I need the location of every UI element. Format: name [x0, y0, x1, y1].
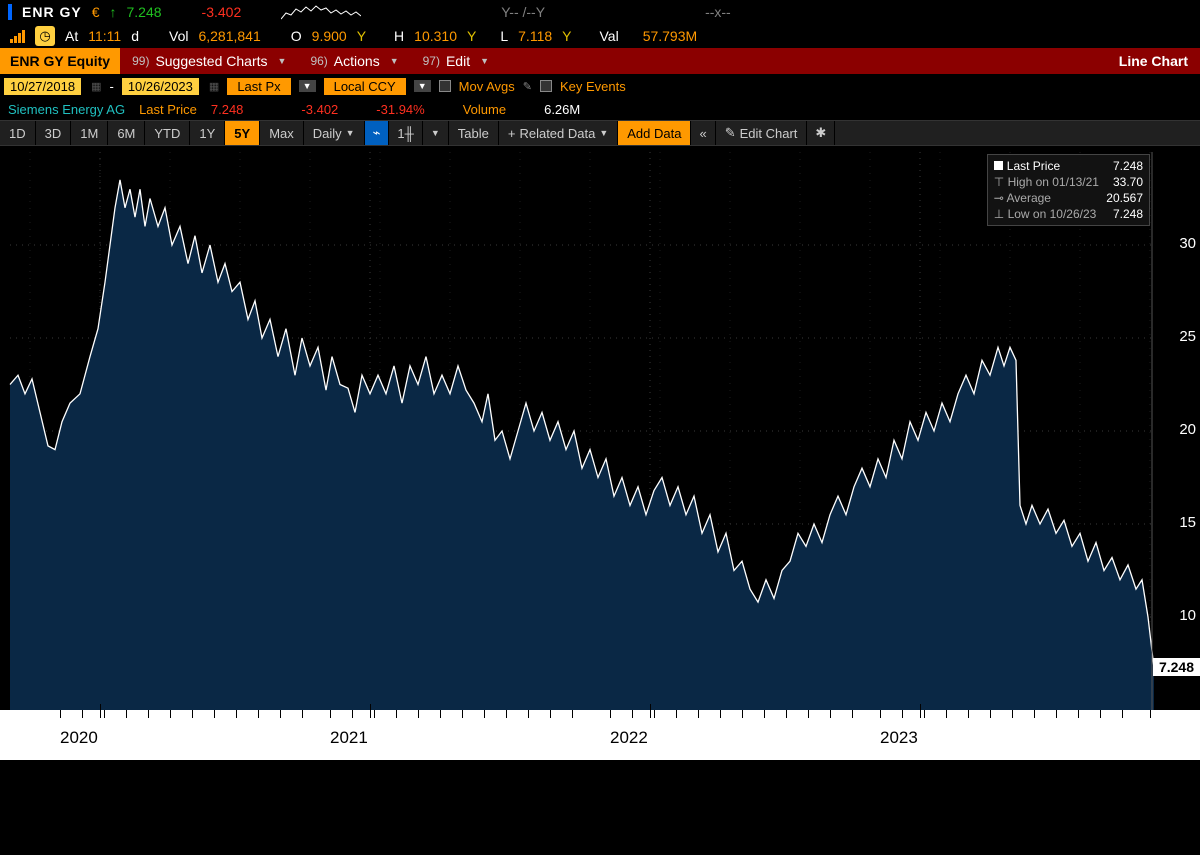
h-label: H [394, 28, 404, 44]
keyevents-label: Key Events [560, 79, 626, 94]
gear-icon[interactable]: ✱ [807, 121, 835, 145]
volume: 6,281,841 [198, 28, 260, 44]
y-tick-label: 20 [1179, 421, 1196, 438]
range-1m[interactable]: 1M [71, 121, 108, 145]
low-val: 7.118 [518, 28, 552, 44]
add-data-button[interactable]: Add Data [618, 121, 691, 145]
chevron-down-icon[interactable]: ▼ [414, 80, 431, 92]
lp-label: Last Price [139, 102, 197, 117]
suggested-charts-button[interactable]: 99)Suggested Charts [120, 48, 298, 74]
candlestick-icon[interactable]: 1╫ [389, 121, 422, 145]
collapse-icon[interactable]: « [691, 121, 715, 145]
chart-legend: Last Price7.248 ⊤ High on 01/13/2133.70 … [987, 154, 1150, 226]
x-placeholder: --x-- [705, 4, 731, 20]
related-data-button[interactable]: +Related Data ▼ [499, 121, 618, 145]
at-label: At [65, 28, 78, 44]
price-flag: 7.248 [1153, 658, 1200, 676]
vol-value: 6.26M [544, 102, 580, 117]
range-ytd[interactable]: YTD [145, 121, 190, 145]
y-tick-label: 15 [1179, 514, 1196, 531]
company-name: Siemens Energy AG [8, 102, 125, 117]
date-from[interactable]: 10/27/2018 [4, 78, 81, 95]
range-3d[interactable]: 3D [36, 121, 72, 145]
price-change: -3.402 [202, 4, 242, 20]
chevron-down-icon[interactable]: ▼ [423, 121, 449, 145]
vol-label2: Volume [463, 102, 506, 117]
actions-button[interactable]: 96)Actions [298, 48, 410, 74]
pct-value: -31.94% [376, 102, 424, 117]
edit-chart-button[interactable]: ✎Edit Chart [716, 121, 808, 145]
range-max[interactable]: Max [260, 121, 304, 145]
x-tick-label: 2020 [60, 728, 98, 748]
x-tick-label: 2021 [330, 728, 368, 748]
line-chart-icon[interactable]: ⌁ [365, 121, 390, 145]
ccy-select[interactable]: Local CCY [324, 78, 406, 95]
lp-value: 7.248 [211, 102, 244, 117]
y-tick-label: 10 [1179, 607, 1196, 624]
freq-select[interactable]: Daily ▼ [304, 121, 365, 145]
chevron-down-icon[interactable]: ▼ [299, 80, 316, 92]
calendar-icon[interactable]: ▦ [91, 80, 101, 93]
chg-value: -3.402 [301, 102, 338, 117]
arrow-up-icon: ↑ [109, 4, 116, 20]
pencil-icon: ✎ [725, 125, 736, 141]
o-label: O [291, 28, 302, 44]
val-label: Val [599, 28, 618, 44]
price-chart[interactable] [0, 146, 1200, 760]
clock-icon: ◷ [35, 26, 55, 46]
time: 11:11 [88, 28, 121, 44]
interval: d [131, 28, 139, 44]
field-select[interactable]: Last Px [227, 78, 290, 95]
movavg-label: Mov Avgs [459, 79, 515, 94]
table-button[interactable]: Table [449, 121, 499, 145]
x-axis: 2020 2021 2022 2023 [0, 710, 1200, 760]
last-price: 7.248 [126, 4, 161, 20]
high-val: 10.310 [414, 28, 457, 44]
movavg-checkbox[interactable] [439, 80, 451, 92]
y-tick-label: 25 [1179, 328, 1196, 345]
l-label: L [500, 28, 508, 44]
range-5y[interactable]: 5Y [225, 121, 260, 145]
sparkline [281, 1, 361, 23]
x-tick-label: 2022 [610, 728, 648, 748]
val: 57.793M [643, 28, 697, 44]
range-6m[interactable]: 6M [108, 121, 145, 145]
range-1y[interactable]: 1Y [190, 121, 225, 145]
date-to[interactable]: 10/26/2023 [122, 78, 199, 95]
edit-button[interactable]: 97)Edit [411, 48, 501, 74]
vol-label: Vol [169, 28, 188, 44]
y-tick-label: 30 [1179, 235, 1196, 252]
currency: € [92, 4, 100, 20]
pencil-icon[interactable]: ✎ [523, 80, 532, 93]
signal-icon [10, 29, 25, 43]
y-placeholder: Y-- /--Y [501, 4, 545, 20]
ticker[interactable]: ENR GY [22, 4, 82, 20]
range-1d[interactable]: 1D [0, 121, 36, 145]
x-tick-label: 2023 [880, 728, 918, 748]
calendar-icon[interactable]: ▦ [209, 80, 219, 93]
open-val: 9.900 [312, 28, 347, 44]
ticker-full[interactable]: ENR GY Equity [0, 48, 120, 74]
keyevents-checkbox[interactable] [540, 80, 552, 92]
chart-type-label[interactable]: Line Chart [1107, 48, 1200, 74]
